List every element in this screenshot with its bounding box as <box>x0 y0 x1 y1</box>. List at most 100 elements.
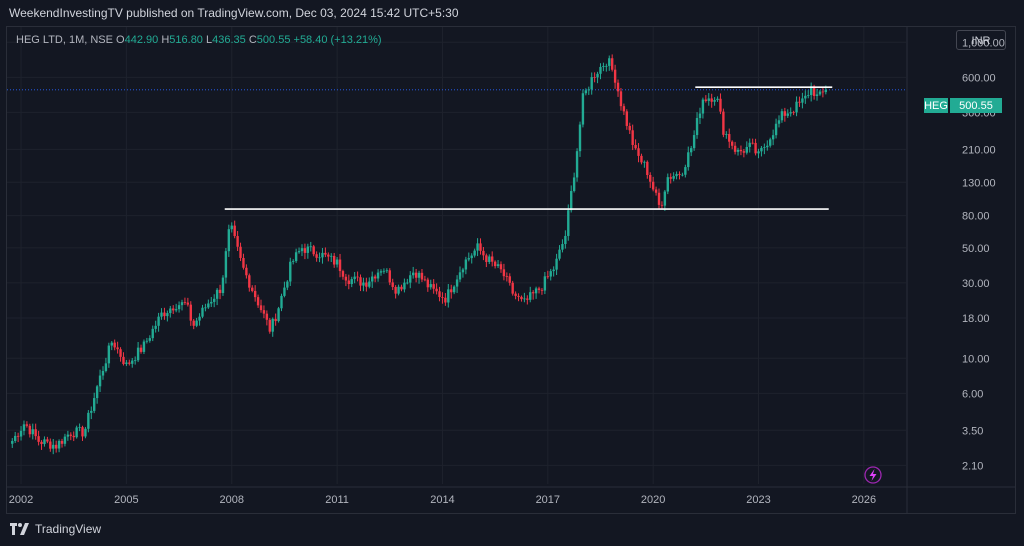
candle-body <box>526 298 529 300</box>
candle-body <box>672 176 675 179</box>
candle-body <box>534 288 538 294</box>
candle-body <box>429 284 432 288</box>
candle-body <box>619 91 623 107</box>
y-tick-label: 1,000.00 <box>962 37 1005 49</box>
candle-body <box>332 255 336 265</box>
candle-body <box>511 282 514 294</box>
candle-body <box>529 292 532 300</box>
candle-body <box>649 174 652 182</box>
currency-button[interactable]: INR <box>956 30 1006 50</box>
horizontal-lines[interactable] <box>224 86 833 210</box>
candle-body <box>435 288 438 292</box>
lightning-icon[interactable] <box>864 466 882 484</box>
legend-high-label: H <box>161 34 170 46</box>
candle-body <box>631 130 634 145</box>
price-axis[interactable]: 1,000.00600.00360.00210.00130.0080.0050.… <box>906 26 1005 514</box>
candle-body <box>508 276 511 283</box>
candle-body <box>567 210 570 236</box>
candle-body <box>558 249 561 259</box>
candle-body <box>259 305 263 311</box>
candle-body <box>256 297 260 306</box>
candle-body <box>201 307 204 317</box>
candle-body <box>207 303 210 308</box>
candle-body <box>31 429 34 435</box>
candle-body <box>681 174 684 176</box>
candle-body <box>491 256 494 262</box>
candle-body <box>552 269 555 272</box>
candle-body <box>596 73 599 78</box>
candle-body <box>616 82 620 92</box>
candle-body <box>212 298 216 302</box>
candle-body <box>286 281 289 288</box>
candle-body <box>625 111 629 126</box>
candle-body <box>11 440 14 444</box>
candle-body <box>330 255 333 257</box>
candle-body <box>745 146 749 153</box>
candle-body <box>514 293 517 296</box>
candle-body <box>34 429 37 437</box>
candle-body <box>251 287 254 291</box>
y-tick-label: 6.00 <box>962 388 983 400</box>
candle-body <box>815 94 819 96</box>
candle-body <box>587 89 590 91</box>
candle-body <box>643 161 646 163</box>
candle-body <box>482 250 485 256</box>
candle-body <box>698 113 702 119</box>
price-tag: HEG 500.55 <box>924 98 1002 113</box>
candle-body <box>154 325 157 329</box>
candle-body <box>365 282 368 287</box>
candle-body <box>356 276 359 278</box>
candle-body <box>824 89 828 93</box>
candle-body <box>37 436 40 442</box>
candle-body <box>142 341 146 352</box>
chart-frame[interactable] <box>6 26 1016 514</box>
candle-body <box>499 264 503 270</box>
candle-body <box>49 441 52 449</box>
candle-body <box>452 286 456 293</box>
candle-body <box>292 261 295 262</box>
candle-body <box>409 275 412 283</box>
candle-body <box>136 347 140 361</box>
candle-body <box>414 272 418 278</box>
candle-body <box>69 434 72 436</box>
candle-body <box>306 246 310 253</box>
candle-body <box>795 101 798 113</box>
candle-body <box>350 279 353 285</box>
candle-body <box>769 139 772 146</box>
candle-body <box>748 142 751 147</box>
candle-body <box>54 444 58 449</box>
candle-body <box>766 145 769 148</box>
y-tick-label: 130.00 <box>962 177 996 189</box>
candle-body <box>78 427 81 428</box>
candle-body <box>394 286 397 294</box>
candle-body <box>423 279 427 281</box>
candle-body <box>757 151 760 154</box>
candle-body <box>324 252 327 255</box>
candle-body <box>245 267 248 276</box>
x-tick-label: 2017 <box>536 494 560 506</box>
candle-body <box>479 243 482 251</box>
candle-body <box>684 167 687 175</box>
time-axis[interactable]: 2002 2005 2008 2011 2014 2017 2020 2023 2026 <box>6 486 1016 506</box>
candle-body <box>22 424 26 431</box>
candle-body <box>444 297 447 303</box>
candle-body <box>763 147 766 148</box>
candle-body <box>373 276 377 279</box>
candle-body <box>131 360 134 364</box>
x-tick-label: 2023 <box>746 494 770 506</box>
candle-body <box>742 151 746 153</box>
candle-body <box>798 101 801 103</box>
candle-body <box>227 229 231 252</box>
candle-body <box>60 440 64 444</box>
candle-body <box>233 225 236 237</box>
candle-body <box>166 313 169 317</box>
candle-body <box>353 276 356 280</box>
candle-body <box>280 295 283 309</box>
candle-body <box>169 308 172 314</box>
candle-body <box>774 123 778 136</box>
candle-body <box>733 145 737 152</box>
candle-body <box>198 316 201 321</box>
candle-body <box>215 289 219 299</box>
candle-body <box>789 112 792 114</box>
